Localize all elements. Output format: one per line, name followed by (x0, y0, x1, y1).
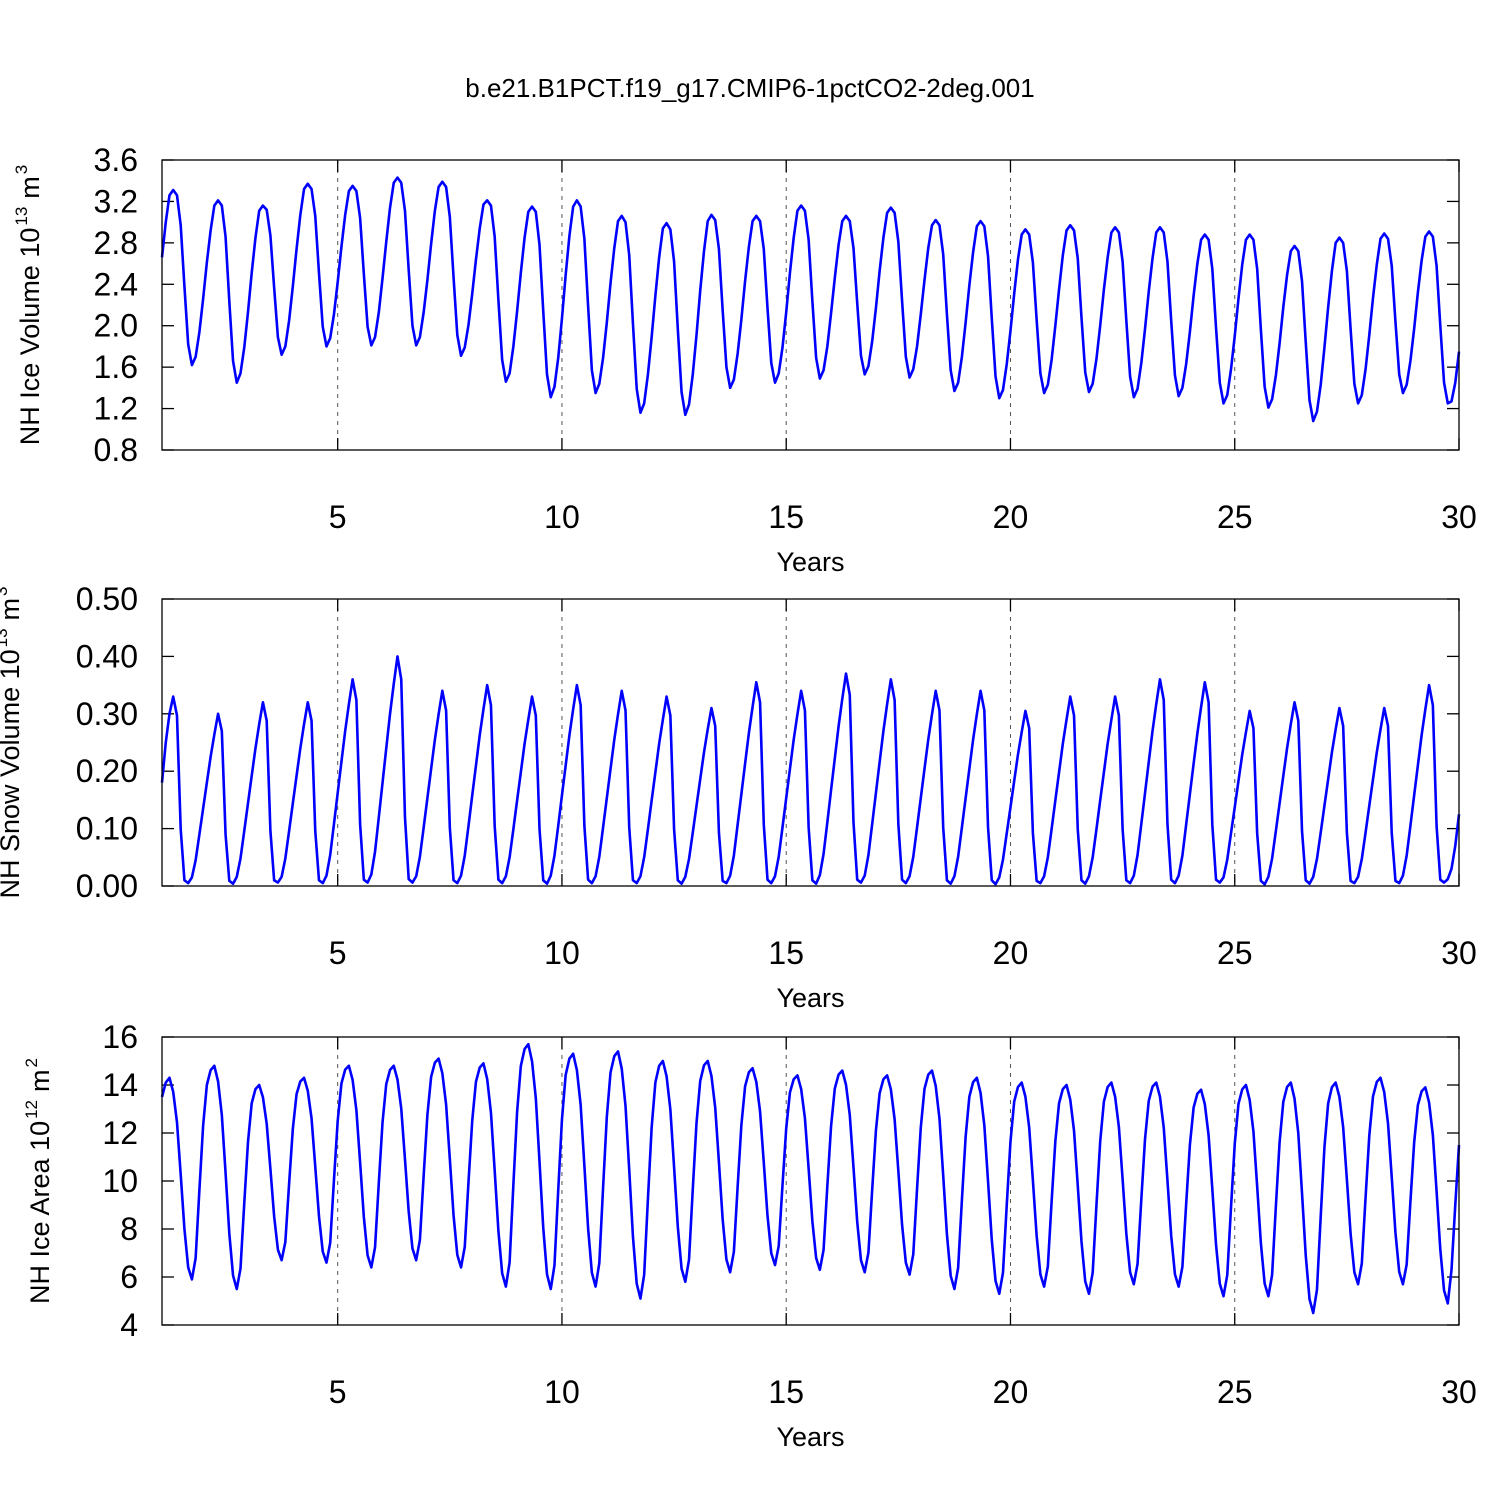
x-tick-label: 15 (768, 1374, 804, 1410)
y-axis-title-superscript: 13 (0, 628, 11, 647)
x-axis-title: Years (776, 1422, 844, 1452)
y-tick-label: 2.8 (94, 225, 138, 261)
y-tick-label: 0.30 (76, 696, 138, 732)
y-axis-title: NH Ice Volume 10 13 m 3 (12, 165, 45, 446)
y-tick-label: 6 (120, 1259, 138, 1295)
x-tick-label: 20 (993, 499, 1029, 535)
x-axis-title: Years (776, 547, 844, 577)
y-axis-title-superscript: 2 (22, 1058, 41, 1067)
y-tick-label: 1.6 (94, 349, 138, 385)
x-tick-label: 10 (544, 935, 580, 971)
x-tick-label: 10 (544, 1374, 580, 1410)
figure-title: b.e21.B1PCT.f19_g17.CMIP6-1pctCO2-2deg.0… (465, 73, 1034, 103)
y-axis-title-superscript: 13 (12, 207, 31, 226)
y-axis-title: NH Ice Area 10 12 m 2 (22, 1058, 55, 1304)
y-axis-title-part: m (25, 1069, 55, 1092)
x-tick-label: 5 (329, 935, 347, 971)
data-line (160, 176, 1461, 423)
y-axis-title-superscript: 3 (12, 165, 31, 174)
y-axis-title-superscript: 12 (22, 1100, 41, 1119)
y-tick-label: 0.00 (76, 868, 138, 904)
x-tick-label: 30 (1441, 499, 1477, 535)
y-tick-label: 0.10 (76, 811, 138, 847)
y-tick-label: 3.6 (94, 142, 138, 178)
y-tick-label: 2.0 (94, 308, 138, 344)
y-tick-label: 4 (120, 1307, 138, 1343)
x-tick-label: 15 (768, 499, 804, 535)
y-tick-label: 3.2 (94, 183, 138, 219)
x-tick-label: 10 (544, 499, 580, 535)
x-tick-label: 25 (1217, 499, 1253, 535)
x-tick-label: 5 (329, 499, 347, 535)
y-tick-label: 14 (102, 1067, 138, 1103)
y-axis-title-part: m (15, 176, 45, 199)
y-tick-label: 16 (102, 1019, 138, 1055)
y-tick-label: 0.50 (76, 581, 138, 617)
x-tick-label: 25 (1217, 935, 1253, 971)
y-tick-label: 12 (102, 1115, 138, 1151)
x-tick-label: 15 (768, 935, 804, 971)
y-tick-label: 8 (120, 1211, 138, 1247)
plot-frame (161, 1036, 1460, 1326)
y-tick-label: 2.4 (94, 266, 138, 302)
y-axis-title-part: NH Ice Volume 10 (15, 228, 45, 446)
y-axis-title-part: m (0, 598, 25, 621)
y-axis-title-part: NH Ice Area 10 (25, 1121, 55, 1304)
x-tick-label: 30 (1441, 1374, 1477, 1410)
y-axis-title: NH Snow Volume 10 13 m 3 (0, 586, 25, 898)
x-axis-title: Years (776, 983, 844, 1013)
plot-frame (161, 598, 1460, 887)
y-tick-label: 0.20 (76, 753, 138, 789)
y-tick-label: 10 (102, 1163, 138, 1199)
x-tick-label: 20 (993, 1374, 1029, 1410)
x-tick-label: 25 (1217, 1374, 1253, 1410)
x-tick-label: 20 (993, 935, 1029, 971)
y-axis-title-superscript: 3 (0, 586, 11, 595)
y-tick-label: 0.8 (94, 432, 138, 468)
data-line (160, 655, 1461, 886)
y-tick-label: 0.40 (76, 638, 138, 674)
y-axis-title-part: NH Snow Volume 10 (0, 649, 25, 898)
y-tick-label: 1.2 (94, 391, 138, 427)
x-tick-label: 5 (329, 1374, 347, 1410)
x-tick-label: 30 (1441, 935, 1477, 971)
data-line (160, 1042, 1461, 1315)
plot-frame (161, 159, 1460, 451)
